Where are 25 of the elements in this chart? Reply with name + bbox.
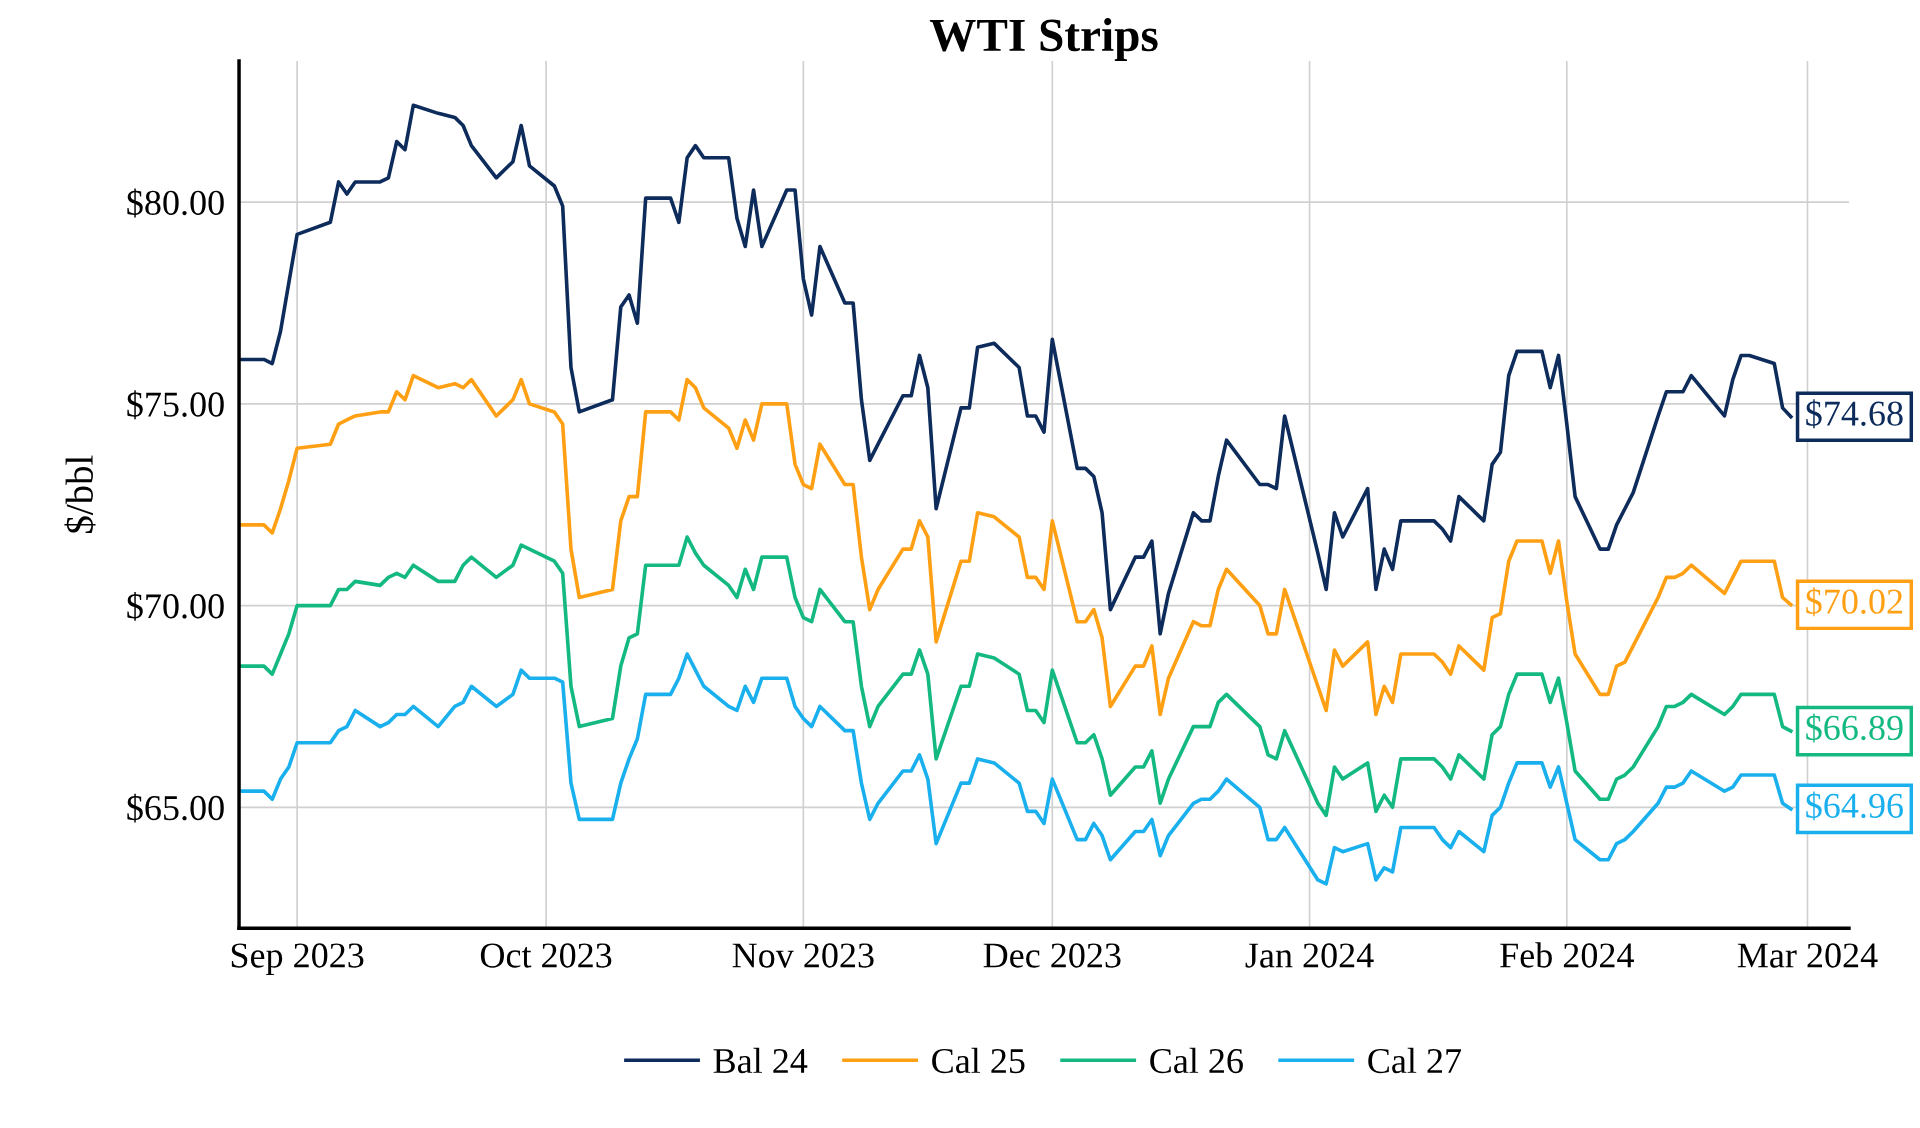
- x-tick-label: Feb 2024: [1500, 942, 1634, 968]
- y-tick-label: $80.00: [127, 188, 224, 218]
- line-series: [239, 535, 1793, 818]
- x-tick-label: Dec 2023: [983, 943, 1121, 968]
- x-tick-label: Sep 2023: [231, 943, 364, 975]
- legend-label: Cal 27: [1368, 1047, 1462, 1074]
- legend-label: Cal 25: [932, 1047, 1025, 1074]
- y-tick-label: $70.00: [127, 591, 224, 621]
- chart-title: WTI Strips: [929, 18, 1158, 61]
- line-series: [239, 373, 1793, 717]
- legend-label: Cal 26: [1150, 1047, 1243, 1074]
- data-label: $70.02: [1806, 587, 1903, 617]
- x-tick-label: Jan 2024: [1245, 943, 1374, 968]
- x-tick-label: Mar 2024: [1737, 943, 1878, 968]
- y-tick-label: $65.00: [127, 793, 224, 823]
- data-label: $66.89: [1806, 713, 1903, 743]
- data-label: $74.68: [1806, 399, 1903, 429]
- y-axis-title: $/bbl: [64, 455, 96, 533]
- data-label: $64.96: [1806, 791, 1903, 821]
- x-tick-label: Oct 2023: [480, 943, 612, 968]
- line-series: [239, 652, 1793, 886]
- x-tick-label: Nov 2023: [732, 943, 874, 968]
- legend-label: Bal 24: [713, 1047, 808, 1074]
- line-series: [239, 103, 1793, 636]
- y-tick-label: $75.00: [127, 390, 224, 420]
